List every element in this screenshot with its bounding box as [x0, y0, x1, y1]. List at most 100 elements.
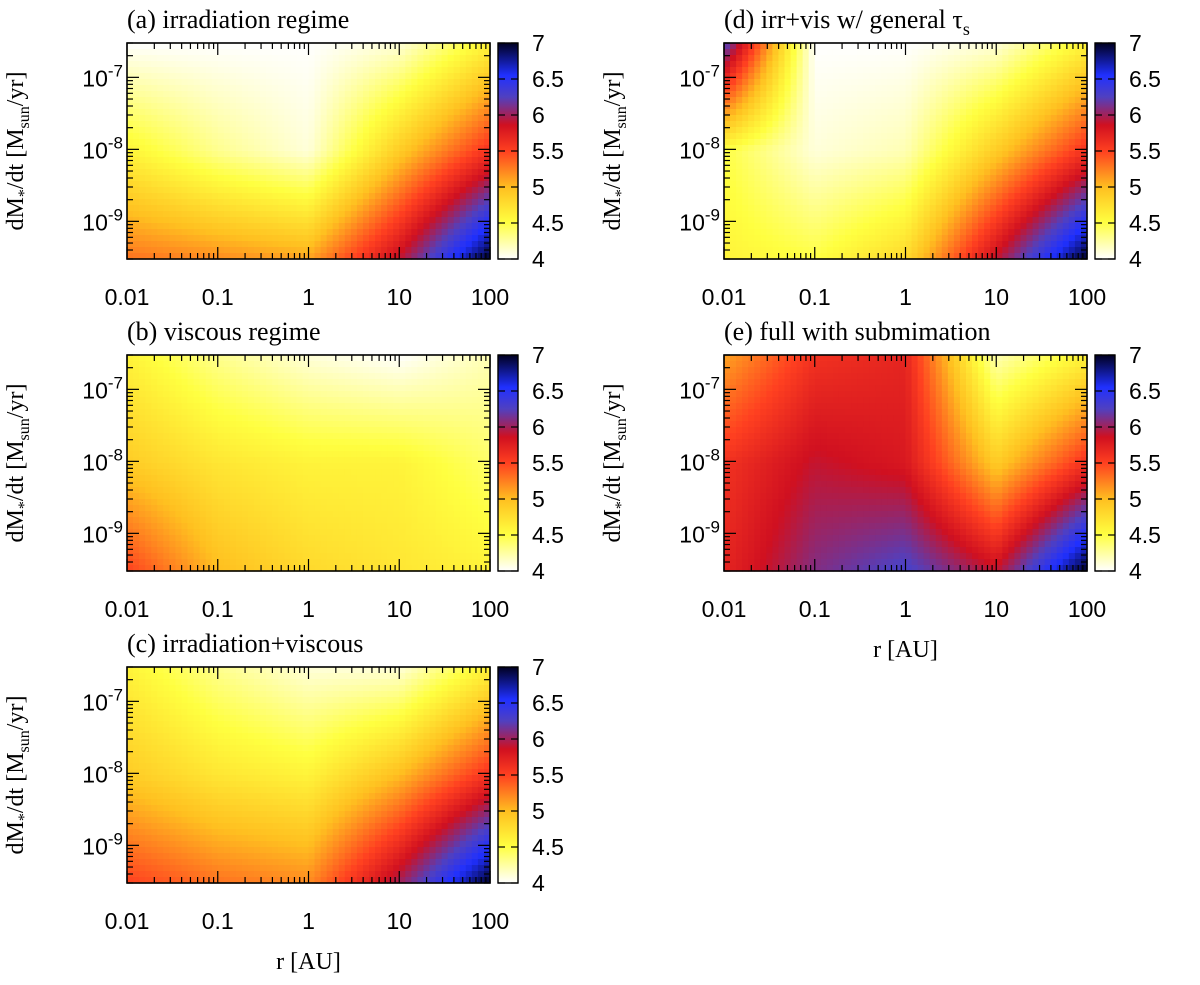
- heat-cell: [169, 121, 176, 128]
- heat-cell: [338, 511, 346, 518]
- heat-cell: [320, 385, 328, 392]
- heat-cell: [248, 691, 255, 698]
- heat-cell: [405, 43, 412, 50]
- heat-cell: [223, 505, 231, 512]
- heat-cell: [193, 205, 201, 212]
- heat-cell: [429, 547, 437, 554]
- heat-cell: [139, 127, 146, 134]
- heat-cell: [417, 133, 425, 140]
- heat-cell: [157, 229, 164, 236]
- heat-cell: [350, 565, 358, 572]
- heat-cell: [205, 445, 213, 452]
- heat-cell: [296, 451, 304, 458]
- heat-cell: [320, 415, 328, 422]
- heat-cell: [387, 505, 394, 512]
- heat-cell: [381, 535, 388, 542]
- heat-cell: [477, 457, 485, 464]
- heat-cell: [260, 361, 267, 368]
- heat-cell: [459, 67, 467, 74]
- heat-cell: [302, 685, 310, 692]
- heat-cell: [175, 505, 183, 512]
- heat-cell: [133, 91, 140, 98]
- heat-cell: [217, 73, 225, 80]
- heat-cell: [338, 367, 346, 374]
- heat-cell: [375, 199, 382, 206]
- heat-cell: [296, 535, 304, 542]
- heat-cell: [417, 397, 425, 404]
- heat-cell: [254, 145, 261, 152]
- heat-cell: [290, 253, 297, 260]
- heat-cell: [248, 679, 255, 686]
- heat-cell: [169, 397, 176, 404]
- heat-cell: [278, 559, 285, 566]
- heat-cell: [344, 139, 352, 146]
- heat-cell: [290, 187, 297, 194]
- heat-cell: [356, 547, 364, 554]
- heat-cell: [405, 235, 412, 242]
- heat-cell: [381, 145, 388, 152]
- heat-cell: [375, 673, 382, 680]
- heat-cell: [254, 421, 261, 428]
- heat-cell: [157, 73, 164, 80]
- heat-cell: [284, 229, 291, 236]
- heat-cell: [235, 685, 243, 692]
- heat-cell: [326, 421, 334, 428]
- heat-cell: [284, 91, 291, 98]
- heat-cell: [217, 211, 225, 218]
- heat-cell: [314, 367, 322, 374]
- heat-cell: [350, 439, 358, 446]
- heat-cell: [193, 373, 201, 380]
- heat-cell: [332, 97, 340, 104]
- heat-cell: [157, 547, 164, 554]
- heat-cell: [260, 697, 267, 704]
- heat-cell: [248, 673, 255, 680]
- heat-cell: [145, 541, 152, 548]
- heat-cell: [411, 511, 418, 518]
- heat-cell: [193, 223, 201, 230]
- heat-cell: [139, 355, 146, 362]
- heat-cell: [356, 511, 364, 518]
- heat-cell: [278, 499, 285, 506]
- heat-cell: [441, 523, 449, 530]
- heat-cell: [332, 451, 340, 458]
- heat-cell: [375, 421, 382, 428]
- heat-cell: [175, 199, 183, 206]
- heat-cell: [338, 433, 346, 440]
- heat-cell: [423, 115, 431, 122]
- heat-cell: [314, 379, 322, 386]
- heat-cell: [223, 397, 231, 404]
- heat-cell: [266, 565, 273, 572]
- heat-cell: [151, 169, 158, 176]
- heat-cell: [362, 433, 370, 440]
- heat-cell: [278, 511, 285, 518]
- heat-cell: [260, 529, 267, 536]
- heat-cell: [362, 499, 370, 506]
- heat-cell: [181, 415, 189, 422]
- heat-cell: [459, 73, 467, 80]
- heat-cell: [441, 205, 449, 212]
- heat-cell: [369, 205, 376, 212]
- heat-cell: [350, 193, 358, 200]
- heat-cell: [272, 169, 279, 176]
- heat-cell: [254, 193, 261, 200]
- heat-cell: [199, 469, 207, 476]
- heat-cell: [211, 517, 219, 524]
- heat-cell: [133, 673, 140, 680]
- heat-cell: [405, 451, 412, 458]
- heat-cell: [381, 541, 388, 548]
- heat-cell: [435, 49, 443, 56]
- heat-cell: [241, 157, 249, 164]
- heat-cell: [314, 481, 322, 488]
- heat-cell: [217, 511, 225, 518]
- heat-cell: [181, 109, 189, 116]
- heat-cell: [338, 145, 346, 152]
- heat-cell: [235, 691, 243, 698]
- heat-cell: [290, 409, 297, 416]
- heat-cell: [375, 121, 382, 128]
- heat-cell: [302, 85, 310, 92]
- heat-cell: [193, 199, 201, 206]
- heat-cell: [429, 355, 437, 362]
- heat-cell: [447, 157, 455, 164]
- heat-cell: [381, 697, 388, 704]
- heat-cell: [193, 151, 201, 158]
